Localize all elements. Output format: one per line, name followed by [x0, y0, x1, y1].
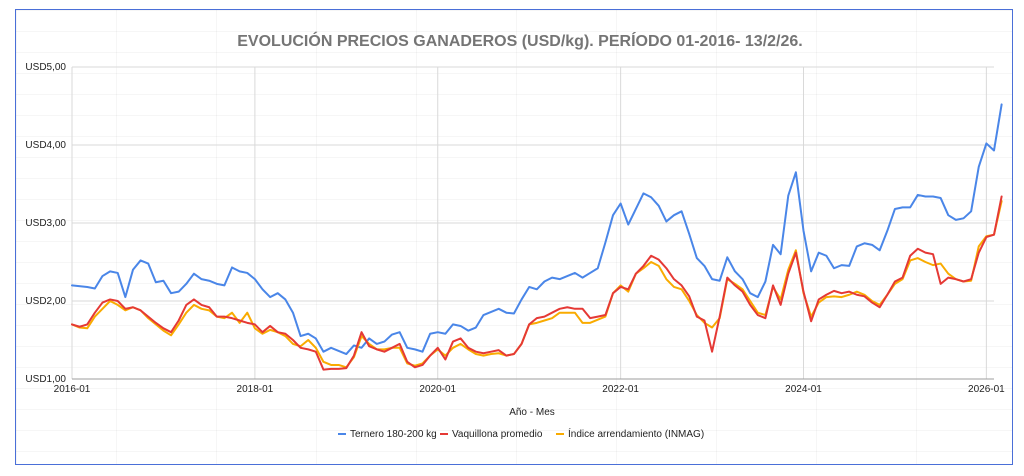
x-tick-label: 2016-01: [54, 384, 91, 395]
chart-frame: [15, 9, 1013, 465]
y-tick-label: USD4,00: [25, 140, 66, 151]
legend-label: Índice arrendamiento (INMAG): [568, 427, 704, 440]
series-line-1: [71, 195, 1003, 371]
x-tick-label: 2024-01: [785, 384, 822, 395]
y-tick-label: USD1,00: [25, 374, 66, 385]
x-tick-label: 2022-01: [602, 384, 639, 395]
series-line-0: [71, 103, 1003, 356]
y-axis-ticks: USD1,00 USD2,00 USD3,00 USD4,00 USD5,00: [25, 62, 66, 385]
x-tick-label: 2026-01: [968, 384, 1005, 395]
legend-label: Ternero 180-200 kg: [350, 429, 437, 440]
x-tick-label: 2020-01: [419, 384, 456, 395]
chart-title: EVOLUCIÓN PRECIOS GANADEROS (USD/kg). PE…: [237, 31, 802, 50]
x-tick-label: 2018-01: [237, 384, 274, 395]
y-tick-label: USD2,00: [25, 296, 66, 307]
y-tick-label: USD5,00: [25, 62, 66, 73]
gridlines: [71, 66, 994, 380]
series-line-2: [71, 200, 1003, 369]
legend: Ternero 180-200 kg Vaquillona promedio Índ…: [338, 427, 704, 440]
legend-label: Vaquillona promedio: [452, 429, 543, 440]
y-tick-label: USD3,00: [25, 218, 66, 229]
x-axis-title: Año - Mes: [509, 407, 555, 418]
x-axis-ticks: 2016-01 2018-01 2020-01 2022-01 2024-01 2026-…: [54, 384, 1006, 395]
series-lines: [71, 103, 1003, 371]
